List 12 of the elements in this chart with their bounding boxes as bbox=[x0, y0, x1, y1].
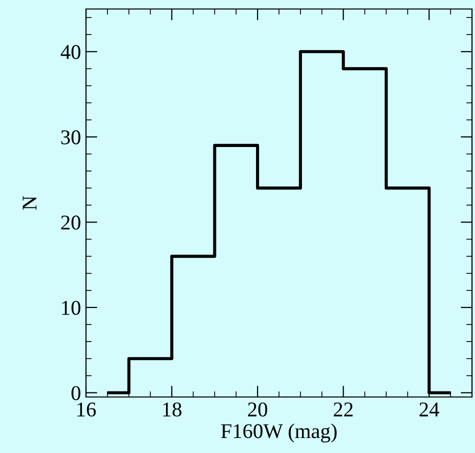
y-tick-label: 30 bbox=[61, 130, 80, 144]
y-tick-label: 40 bbox=[60, 45, 80, 60]
x-axis-title: F160W (mag) bbox=[221, 424, 337, 442]
y-axis-title: N bbox=[22, 196, 36, 210]
x-tick-label: 24 bbox=[420, 402, 440, 416]
x-tick-label: 16 bbox=[77, 402, 96, 417]
y-tick-label: 0 bbox=[72, 386, 80, 400]
y-tick-label: 10 bbox=[62, 300, 80, 315]
x-tick-label: 18 bbox=[163, 402, 182, 417]
y-tick-label: 20 bbox=[61, 216, 80, 230]
x-tick-label: 20 bbox=[248, 402, 268, 417]
x-tick-label: 22 bbox=[334, 402, 353, 416]
